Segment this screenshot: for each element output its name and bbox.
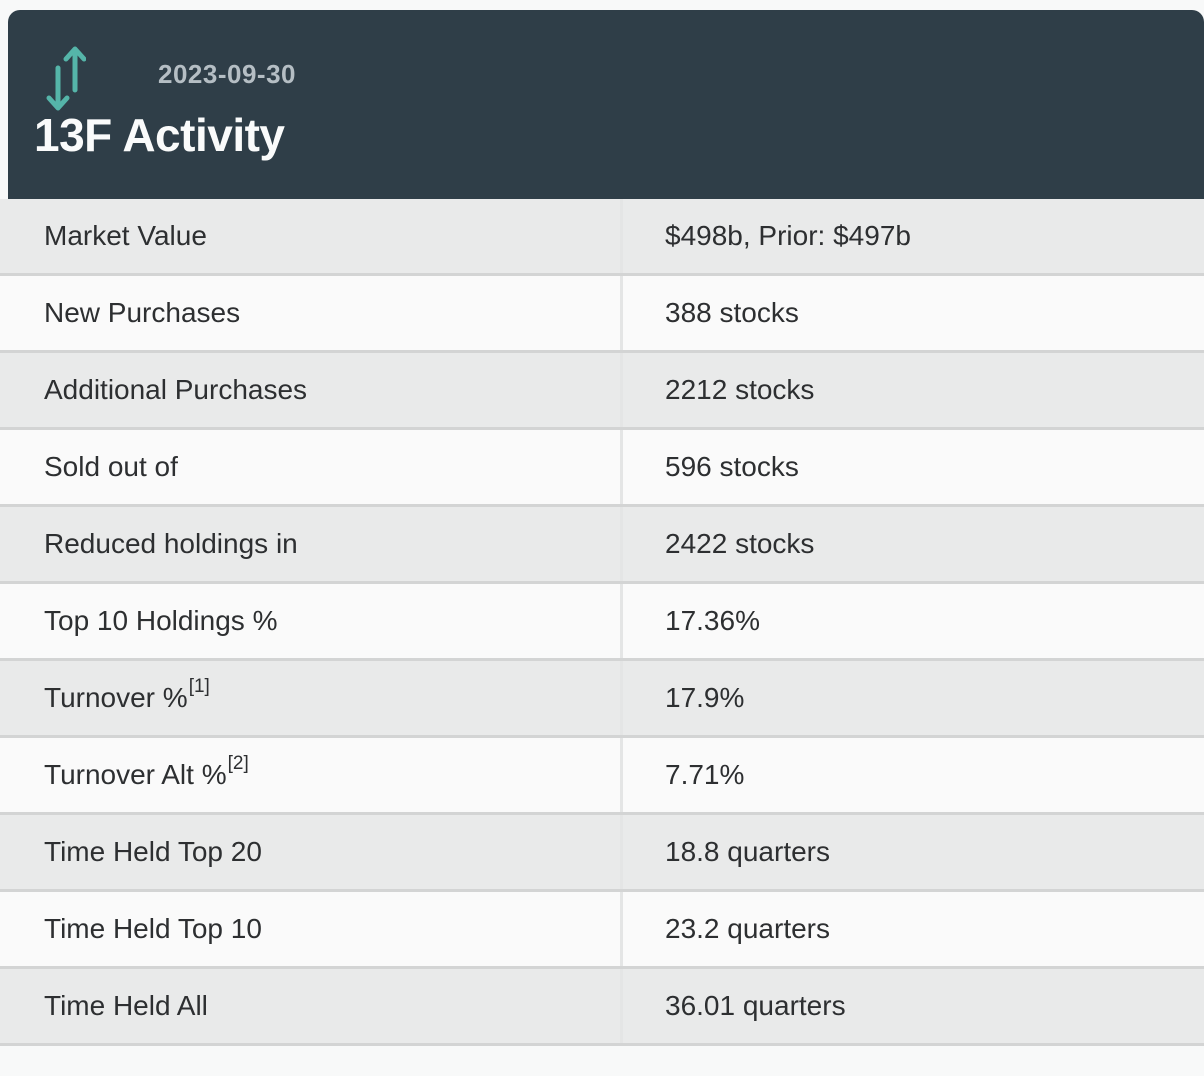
row-value: 17.36% <box>623 584 1204 658</box>
row-label: Turnover % [1] <box>0 661 623 735</box>
row-label-text: Top 10 Holdings % <box>44 605 278 636</box>
row-label-text: Sold out of <box>44 451 178 482</box>
row-value: 18.8 quarters <box>623 815 1204 889</box>
table-row: Time Held All 36.01 quarters <box>0 969 1204 1046</box>
table-row: New Purchases 388 stocks <box>0 276 1204 353</box>
table-row: Sold out of 596 stocks <box>0 430 1204 507</box>
card-header: 2023-09-30 13F Activity <box>8 10 1204 199</box>
row-label-text: Turnover % <box>44 682 188 713</box>
row-label: Time Held All <box>0 969 623 1043</box>
row-label-text: Market Value <box>44 220 207 251</box>
footnote-marker: [1] <box>188 676 210 697</box>
row-label: Sold out of <box>0 430 623 504</box>
row-label: Market Value <box>0 199 623 273</box>
table-row: Top 10 Holdings % 17.36% <box>0 584 1204 661</box>
row-value: 23.2 quarters <box>623 892 1204 966</box>
table-row: Turnover % [1] 17.9% <box>0 661 1204 738</box>
row-label-text: Turnover Alt % <box>44 759 227 790</box>
row-value-text: 2212 stocks <box>665 374 815 405</box>
row-value-text: 23.2 quarters <box>665 913 830 944</box>
row-label: Turnover Alt % [2] <box>0 738 623 812</box>
row-label: Time Held Top 10 <box>0 892 623 966</box>
activity-table: Market Value $498b, Prior: $497b New Pur… <box>0 199 1204 1046</box>
row-value-text: 2422 stocks <box>665 528 815 559</box>
row-value-text: $498b, Prior: $497b <box>665 220 911 251</box>
table-row: Time Held Top 20 18.8 quarters <box>0 815 1204 892</box>
row-value: 388 stocks <box>623 276 1204 350</box>
row-value: 36.01 quarters <box>623 969 1204 1043</box>
card-title: 13F Activity <box>34 109 285 161</box>
row-value: $498b, Prior: $497b <box>623 199 1204 273</box>
row-value-text: 17.9% <box>665 682 745 713</box>
row-value-text: 7.71% <box>665 759 745 790</box>
row-label-text: New Purchases <box>44 297 241 328</box>
row-value: 596 stocks <box>623 430 1204 504</box>
row-label-text: Time Held Top 10 <box>44 913 262 944</box>
row-label-text: Additional Purchases <box>44 374 308 405</box>
row-value-text: 36.01 quarters <box>665 990 846 1021</box>
row-label-text: Time Held Top 20 <box>44 836 262 867</box>
row-label: New Purchases <box>0 276 623 350</box>
row-value-text: 596 stocks <box>665 451 799 482</box>
table-row: Reduced holdings in 2422 stocks <box>0 507 1204 584</box>
footnote-marker: [2] <box>227 753 249 774</box>
row-label-text: Time Held All <box>44 990 208 1021</box>
row-label: Additional Purchases <box>0 353 623 427</box>
row-label-text: Reduced holdings in <box>44 528 298 559</box>
row-value-text: 17.36% <box>665 605 760 636</box>
table-row: Additional Purchases 2212 stocks <box>0 353 1204 430</box>
row-label: Top 10 Holdings % <box>0 584 623 658</box>
row-label: Time Held Top 20 <box>0 815 623 889</box>
up-down-arrows-icon <box>46 46 87 112</box>
report-date: 2023-09-30 <box>158 59 296 89</box>
row-label: Reduced holdings in <box>0 507 623 581</box>
table-row: Turnover Alt % [2] 7.71% <box>0 738 1204 815</box>
row-value: 2212 stocks <box>623 353 1204 427</box>
table-row: Time Held Top 10 23.2 quarters <box>0 892 1204 969</box>
row-value: 2422 stocks <box>623 507 1204 581</box>
row-value-text: 18.8 quarters <box>665 836 830 867</box>
row-value: 17.9% <box>623 661 1204 735</box>
row-value: 7.71% <box>623 738 1204 812</box>
table-row: Market Value $498b, Prior: $497b <box>0 199 1204 276</box>
row-value-text: 388 stocks <box>665 297 799 328</box>
